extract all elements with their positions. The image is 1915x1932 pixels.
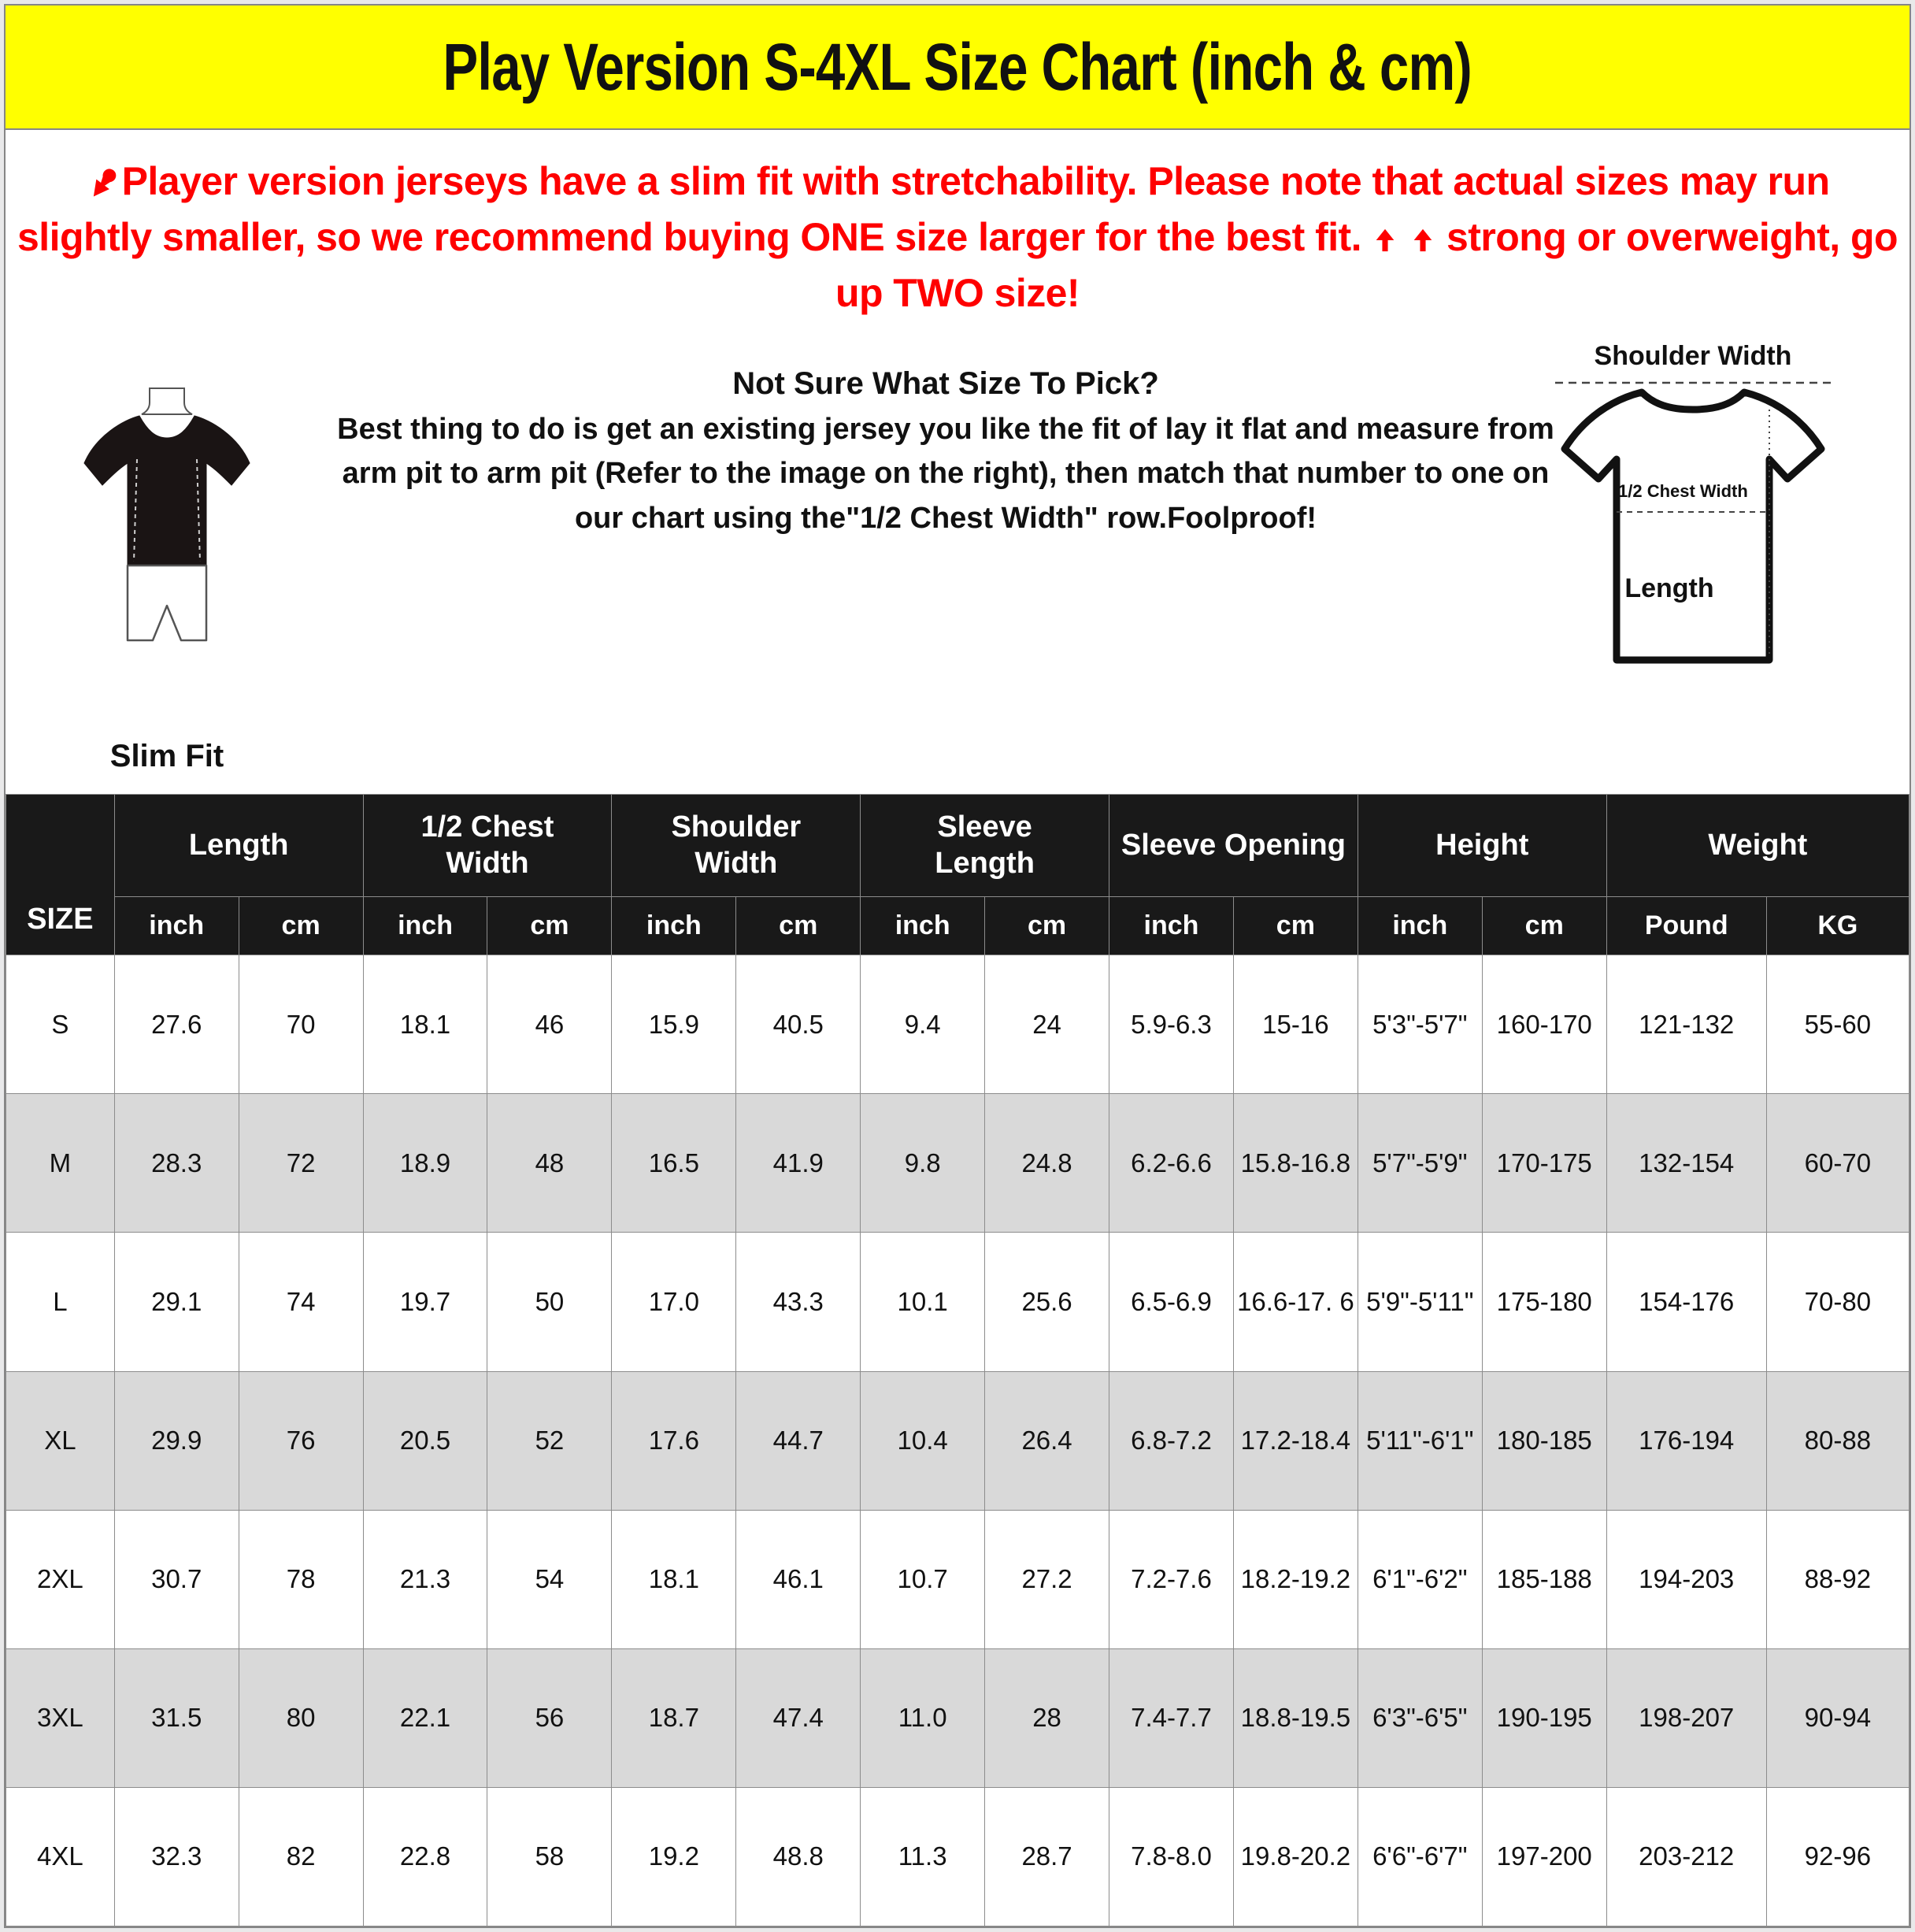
svg-text:Length: Length <box>1624 573 1713 603</box>
svg-text:Shoulder Width: Shoulder Width <box>1595 341 1792 371</box>
svg-text:1/2 Chest Width: 1/2 Chest Width <box>1618 481 1748 501</box>
